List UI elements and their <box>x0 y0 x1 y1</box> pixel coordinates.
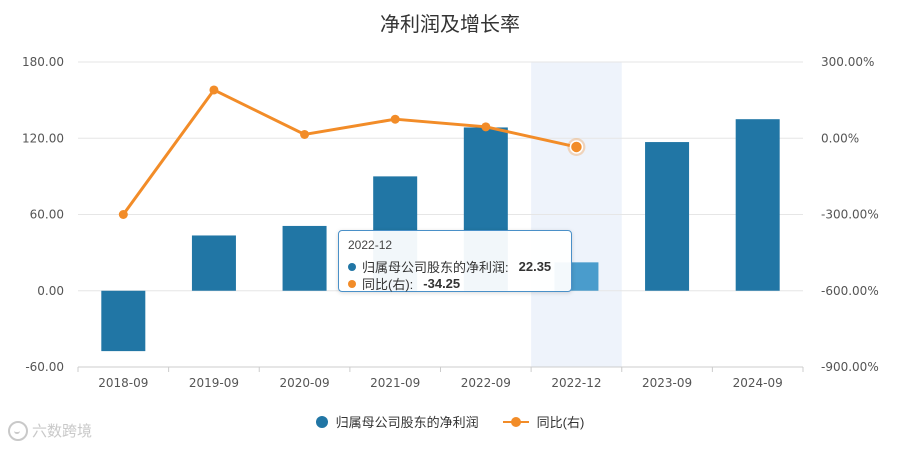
watermark: 六数跨境 <box>8 420 92 441</box>
legend-item-net-profit[interactable]: 归属母公司股东的净利润 <box>315 412 479 431</box>
x-tick-label: 2022-09 <box>461 376 511 390</box>
line-point-2018-09 <box>118 210 128 219</box>
y-right-tick-label: -900.00% <box>821 360 879 374</box>
tooltip-line-dot-icon <box>348 279 356 288</box>
line-point-2020-09 <box>300 129 310 139</box>
bar-2023-09 <box>645 142 690 291</box>
y-right-tick-label: 300.00% <box>821 55 874 69</box>
bar-2019-09 <box>191 235 236 291</box>
line-point-2022-12 <box>569 140 584 154</box>
y-left-tick-label: 120.00 <box>22 131 64 145</box>
tooltip: 2022-12 归属母公司股东的净利润: 22.35 同比(右): -34.25 <box>338 230 572 292</box>
line-point-2019-09 <box>209 85 219 95</box>
tooltip-row-label: 归属母公司股东的净利润: <box>362 260 509 275</box>
x-tick-label: 2021-09 <box>370 376 420 390</box>
chart-title: 净利润及增长率 <box>380 14 520 36</box>
legend-label: 归属母公司股东的净利润 <box>335 415 479 430</box>
y-left-tick-label: 0.00 <box>37 284 64 298</box>
x-tick-label: 2022-12 <box>551 376 601 390</box>
bar-series-icon <box>315 415 328 428</box>
tooltip-title: 2022-12 <box>348 238 393 252</box>
x-tick-label: 2023-09 <box>642 376 692 390</box>
yoy-line <box>122 88 577 216</box>
tooltip-bar-dot-icon <box>348 262 356 271</box>
y-left-tick-label: 60.00 <box>30 208 64 222</box>
y-left-tick-label: -60.00 <box>25 360 64 374</box>
tooltip-row-label: 同比(右): <box>362 277 414 292</box>
tooltip-row-value: -34.25 <box>423 276 461 291</box>
line-point-2022-09 <box>481 122 491 132</box>
tooltip-row-net-profit: 归属母公司股东的净利润: 22.35 <box>348 257 551 276</box>
line-point-2021-09 <box>390 114 400 124</box>
y-left-tick-label: 180.00 <box>22 55 64 69</box>
legend-item-yoy[interactable]: 同比(右) <box>502 412 585 431</box>
bar-2018-09 <box>101 290 146 352</box>
x-tick-label: 2018-09 <box>98 376 148 390</box>
bar-2020-09 <box>282 225 327 291</box>
line-series-icon <box>502 416 529 428</box>
tooltip-row-value: 22.35 <box>518 259 552 274</box>
x-tick-label: 2024-09 <box>733 376 783 390</box>
watermark-logo-icon <box>8 420 28 441</box>
watermark-text: 六数跨境 <box>32 423 93 440</box>
y-right-tick-label: -300.00% <box>821 208 879 222</box>
legend-label: 同比(右) <box>536 415 585 430</box>
x-tick-label: 2019-09 <box>189 376 239 390</box>
y-right-tick-label: 0.00% <box>821 131 859 145</box>
tooltip-row-yoy: 同比(右): -34.25 <box>348 274 460 293</box>
x-tick-label: 2020-09 <box>279 376 329 390</box>
y-right-tick-label: -600.00% <box>821 284 879 298</box>
legend: 归属母公司股东的净利润 同比(右) <box>0 412 900 431</box>
bar-2024-09 <box>735 119 780 291</box>
